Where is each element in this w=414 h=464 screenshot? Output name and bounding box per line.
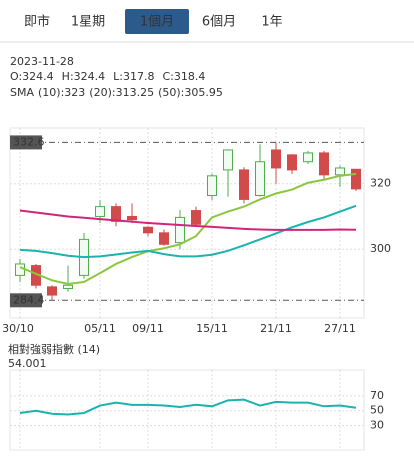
ohlc-value: O:324.4 (10, 70, 54, 83)
candle-body (319, 152, 329, 176)
extreme-label-bg (10, 293, 42, 308)
candle-body (335, 167, 345, 176)
candle-body (207, 175, 217, 196)
candle-body (47, 286, 57, 296)
tab[interactable]: 即市 (24, 14, 50, 30)
tab-selected-bg (125, 9, 189, 34)
x-tick-label: 09/11 (132, 322, 164, 335)
tab[interactable]: 1個月 (140, 15, 174, 30)
extreme-label: 332.6 (13, 135, 45, 148)
candle-body (287, 154, 297, 171)
candle-body (159, 232, 169, 245)
y-tick-label: 300 (370, 242, 391, 255)
sma-legend: (20):313.25 (89, 86, 154, 99)
candle-body (143, 226, 153, 234)
x-tick-label: 15/11 (196, 322, 228, 335)
candle-body (255, 161, 265, 196)
indicator-title: 相對強弱指數 (14) (8, 342, 100, 356)
sma-legend: (50):305.95 (158, 86, 223, 99)
sma-line (19, 204, 357, 259)
candle-body (191, 210, 201, 225)
x-tick-label: 30/10 (2, 322, 34, 335)
candle-body (127, 215, 137, 221)
ohlc-value: C:318.4 (162, 70, 205, 83)
tab[interactable]: 1年 (261, 15, 282, 30)
sma-label: SMA (10, 86, 34, 99)
candle-body (95, 206, 105, 217)
date: 2023-11-28 (10, 55, 74, 68)
extreme-label: 284.4 (13, 293, 45, 306)
sma-legend: (10):323 (38, 86, 85, 99)
candle-body (239, 169, 249, 200)
rsi-line (19, 398, 357, 416)
sma-line (19, 172, 357, 285)
y-tick-label: 70 (370, 389, 384, 402)
candle-body (63, 284, 73, 290)
candle-body (303, 152, 313, 163)
ohlc-value: H:324.4 (62, 70, 105, 83)
plot-frame (9, 127, 365, 319)
candle-body (15, 263, 25, 276)
extreme-label-bg (10, 135, 42, 150)
y-tick-label: 320 (370, 177, 391, 190)
x-tick-label: 27/11 (324, 322, 356, 335)
tab[interactable]: 1星期 (71, 15, 105, 30)
y-tick-label: 30 (370, 419, 384, 432)
sma-line (19, 209, 357, 231)
plot-frame (9, 369, 365, 451)
x-tick-label: 21/11 (260, 322, 292, 335)
tab[interactable]: 6個月 (202, 15, 236, 30)
ohlc-value: L:317.8 (113, 70, 154, 83)
candle-body (223, 149, 233, 171)
candle-body (271, 149, 281, 169)
candle-body (175, 216, 185, 244)
x-tick-label: 05/11 (84, 322, 116, 335)
candle-body (351, 168, 361, 190)
y-tick-label: 50 (370, 404, 384, 417)
indicator-value: 54.001 (8, 357, 47, 370)
